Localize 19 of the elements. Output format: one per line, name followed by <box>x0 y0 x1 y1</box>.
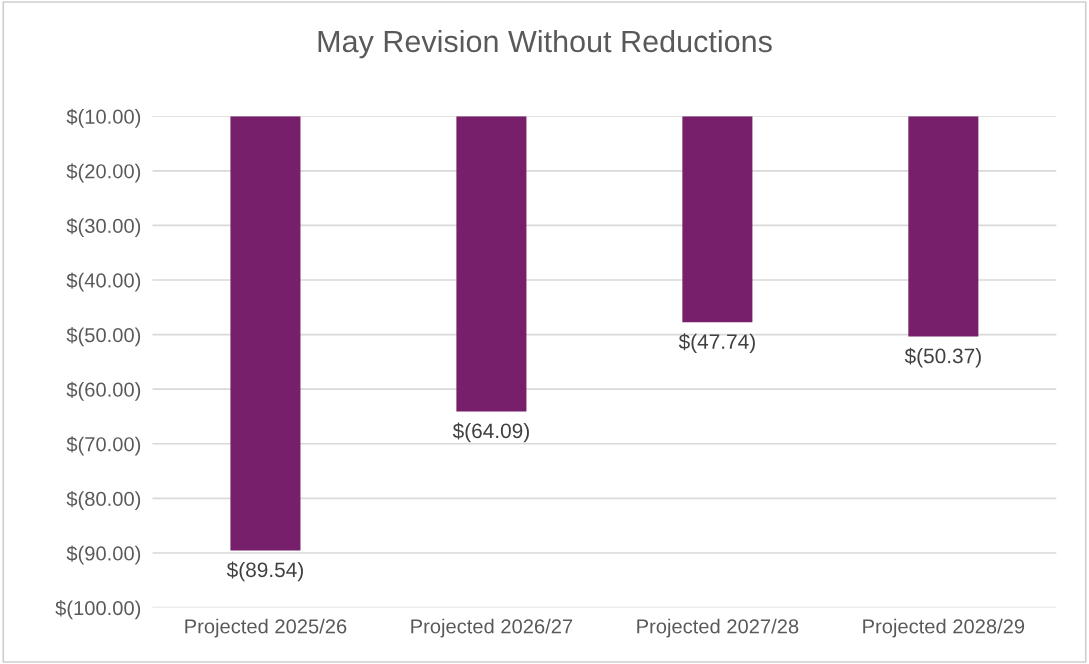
y-tick-label: $(100.00) <box>55 600 141 620</box>
chart-title: May Revision Without Reductions <box>318 29 772 59</box>
data-label: $(50.37) <box>904 347 981 368</box>
y-tick-label: $(90.00) <box>66 545 141 565</box>
data-label: $(89.54) <box>226 561 303 582</box>
x-tick-label: Projected 2027/28 <box>637 618 799 638</box>
x-tick-label: Projected 2025/26 <box>185 618 347 638</box>
y-tick-label: $(80.00) <box>66 490 141 510</box>
y-tick-label: $(10.00) <box>66 108 141 128</box>
y-tick-label: $(40.00) <box>66 272 141 292</box>
data-label: $(64.09) <box>452 422 529 443</box>
y-tick-label: $(30.00) <box>66 217 141 238</box>
y-tick-label: $(50.00) <box>66 327 141 347</box>
x-tick-label: Projected 2028/29 <box>863 618 1025 638</box>
y-tick-label: $(20.00) <box>66 163 141 183</box>
data-label: $(47.74) <box>678 333 755 354</box>
x-tick-label: Projected 2026/27 <box>411 618 573 638</box>
y-tick-label: $(60.00) <box>66 381 141 401</box>
y-tick-label: $(70.00) <box>66 436 141 456</box>
